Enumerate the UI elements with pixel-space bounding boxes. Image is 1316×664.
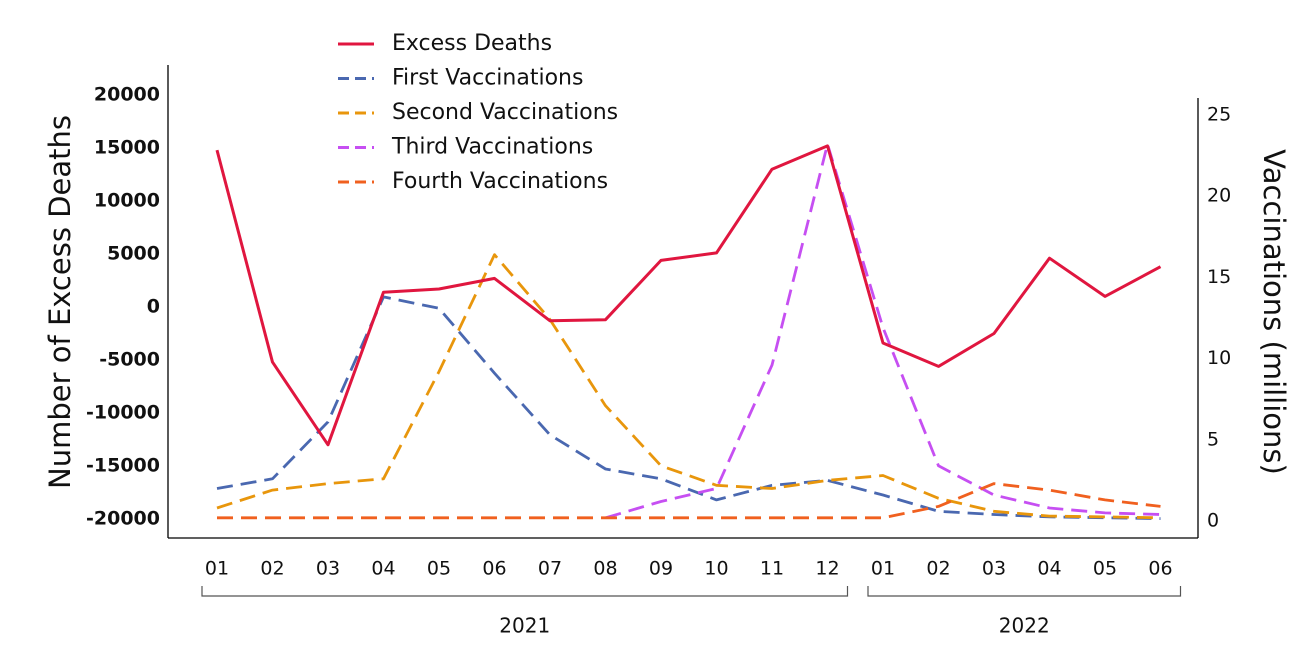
- x-axis-ticks: 01 02 03 04 05 06 07 08 09 10 11 12 01 02 03 04 05 06: [205, 558, 1173, 580]
- year-bracket: [201, 586, 849, 597]
- x-tick-label: 03: [982, 558, 1006, 580]
- x-tick-label: 06: [482, 558, 506, 580]
- right-tick-label: 25: [1207, 104, 1231, 126]
- legend-label-first-vaccinations: First Vaccinations: [392, 66, 583, 91]
- left-tick-label: 15000: [94, 137, 160, 159]
- right-tick-label: 20: [1207, 185, 1231, 207]
- series-line-fourth-vaccinations: [217, 482, 1161, 520]
- x-tick-label: 09: [649, 558, 673, 580]
- left-tick-label: 20000: [94, 84, 160, 106]
- x-tick-label: 01: [205, 558, 229, 580]
- x-tick-label: 06: [1148, 558, 1172, 580]
- x-tick-label: 10: [704, 558, 728, 580]
- x-tick-label: 05: [1093, 558, 1117, 580]
- legend-label-third-vaccinations: Third Vaccinations: [391, 135, 593, 160]
- x-tick-label: 04: [1037, 558, 1061, 580]
- series-line-excess-deaths: [215, 144, 1162, 447]
- year-label: 2021: [499, 614, 550, 638]
- axes: [167, 65, 1199, 539]
- right-tick-label: 15: [1207, 266, 1231, 288]
- left-tick-label: -20000: [86, 508, 160, 530]
- x-tick-label: 02: [260, 558, 284, 580]
- legend-label-excess-deaths: Excess Deaths: [392, 31, 552, 56]
- left-axis-label: Number of Excess Deaths: [43, 115, 77, 489]
- legend: Excess Deaths First Vaccinations Second Va…: [338, 31, 618, 194]
- left-tick-label: 5000: [107, 243, 160, 265]
- left-tick-label: -5000: [99, 349, 160, 371]
- year-label: 2022: [999, 614, 1050, 638]
- left-tick-label: 10000: [94, 190, 160, 212]
- left-axis-ticks: 20000 15000 10000 5000 0 -5000 -10000 -15000 -20…: [86, 84, 160, 530]
- series-lines: [215, 142, 1162, 520]
- x-tick-label: 02: [926, 558, 950, 580]
- x-tick-label: 03: [316, 558, 340, 580]
- x-tick-label: 05: [427, 558, 451, 580]
- legend-label-second-vaccinations: Second Vaccinations: [392, 100, 618, 125]
- year-bracket: [867, 586, 1182, 597]
- x-tick-label: 04: [371, 558, 395, 580]
- x-tick-label: 08: [593, 558, 617, 580]
- x-tick-label: 11: [760, 558, 784, 580]
- x-tick-label: 07: [538, 558, 562, 580]
- left-tick-label: 0: [147, 296, 160, 318]
- legend-label-fourth-vaccinations: Fourth Vaccinations: [392, 169, 608, 194]
- x-tick-label: 01: [871, 558, 895, 580]
- series-line-second-vaccinations: [216, 253, 1161, 520]
- right-tick-label: 5: [1207, 428, 1219, 450]
- year-brackets: 2021 2022: [201, 586, 1182, 638]
- series-line-third-vaccinations: [605, 142, 1161, 520]
- right-axis-label: Vaccinations (millions): [1257, 149, 1291, 475]
- right-tick-label: 0: [1207, 510, 1219, 532]
- left-tick-label: -15000: [86, 455, 160, 477]
- left-tick-label: -10000: [86, 402, 160, 424]
- x-tick-label: 12: [815, 558, 839, 580]
- right-axis-ticks: 25 20 15 10 5 0: [1207, 104, 1231, 532]
- right-tick-label: 10: [1207, 347, 1231, 369]
